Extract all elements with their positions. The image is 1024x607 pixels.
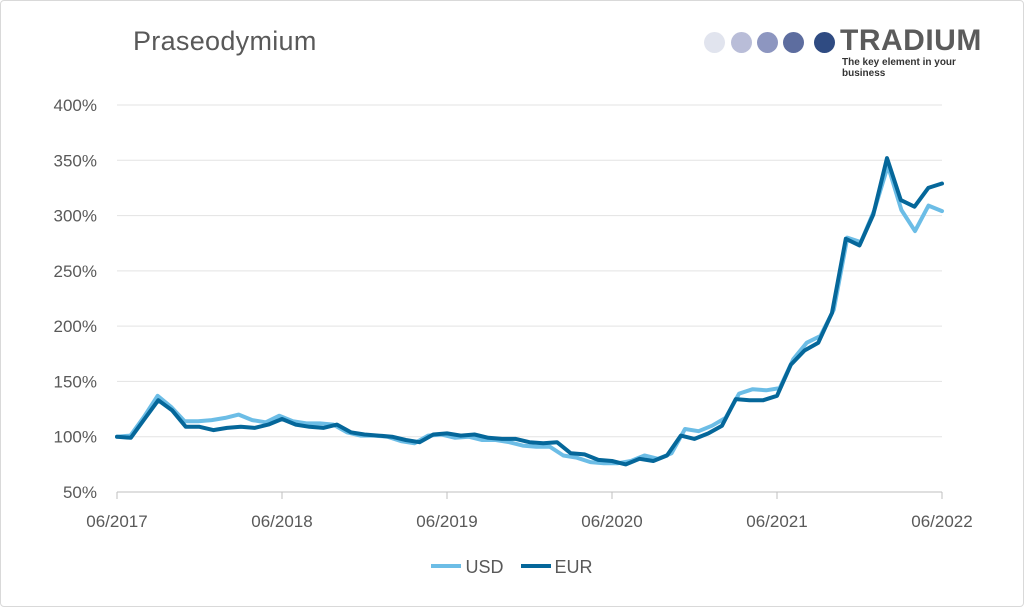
y-tick-label: 400% (54, 96, 97, 115)
y-tick-label: 300% (54, 207, 97, 226)
logo-dot (704, 32, 725, 53)
series-line-usd (115, 163, 944, 466)
series-lines (115, 156, 944, 467)
legend-item-usd: USD (431, 557, 503, 578)
logo-dot (783, 32, 804, 53)
legend-label-usd: USD (465, 557, 504, 577)
x-tick-label: 06/2022 (911, 512, 972, 531)
logo-dot (731, 32, 752, 53)
logo-dot (814, 32, 835, 53)
y-tick-label: 200% (54, 317, 97, 336)
grid-lines (117, 104, 942, 438)
legend-swatch-eur (520, 564, 551, 569)
y-tick-label: 250% (54, 262, 97, 281)
logo-tagline: The key element in your business (842, 57, 956, 79)
legend-swatch-usd (431, 564, 462, 569)
logo-dot (757, 32, 778, 53)
y-tick-label: 150% (54, 372, 97, 391)
x-tick-label: 06/2018 (251, 512, 312, 531)
x-tick-label: 06/2017 (86, 512, 147, 531)
tradium-logo: TRADIUM The key element in your business (700, 24, 1000, 79)
chart-title: Praseodymium (133, 26, 317, 56)
y-tick-label: 100% (54, 428, 97, 447)
legend-item-eur: EUR (520, 557, 593, 578)
logo-name: TRADIUM (840, 24, 982, 57)
y-tick-label: 50% (63, 483, 97, 502)
x-tick-label: 06/2019 (416, 512, 477, 531)
x-tick-label: 06/2020 (581, 512, 642, 531)
legend: USD EUR (0, 557, 1024, 578)
legend-label-eur: EUR (554, 557, 593, 577)
x-axis: 06/2017 06/2018 06/2019 06/2020 06/2021 06/20… (86, 491, 973, 531)
y-axis-ticks: 50% 100% 150% 200% 250% 300% 350% 400% (54, 96, 97, 502)
y-tick-label: 350% (54, 151, 97, 170)
x-tick-label: 06/2021 (746, 512, 807, 531)
series-line-eur (115, 156, 944, 467)
